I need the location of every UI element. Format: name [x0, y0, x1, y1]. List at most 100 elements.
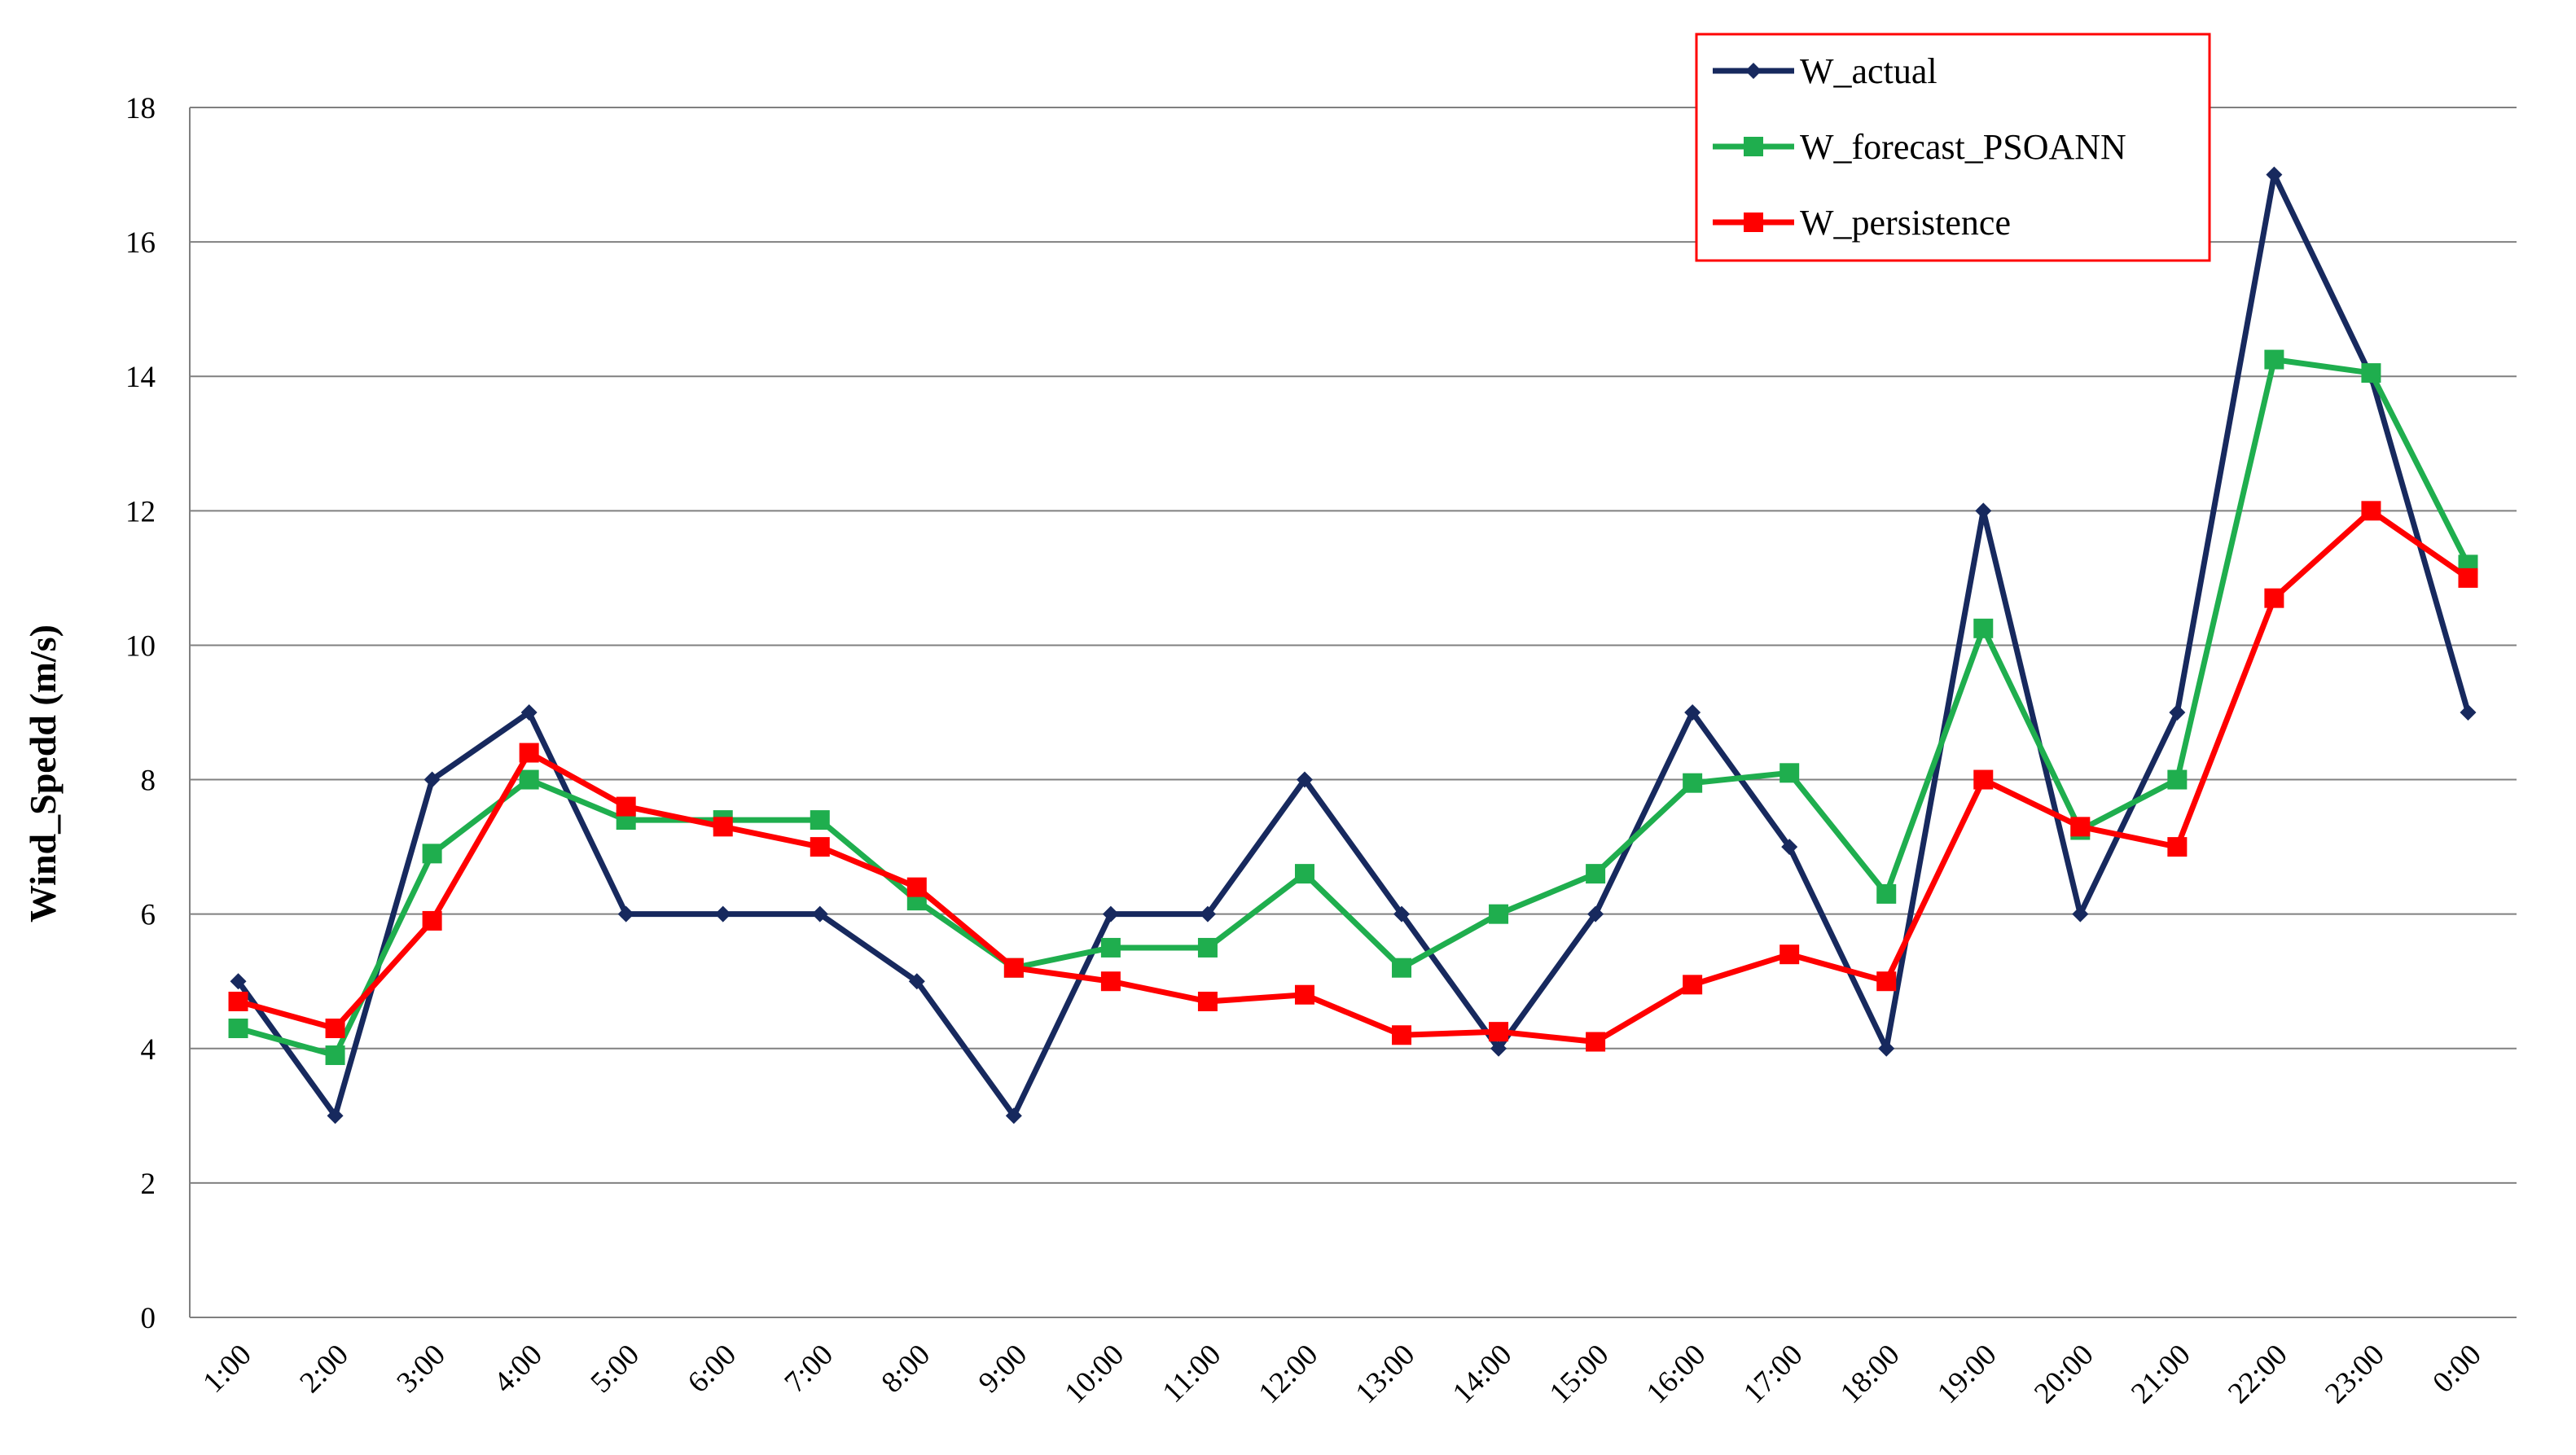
legend-label: W_forecast_PSOANN: [1800, 127, 2126, 167]
x-tick-label: 17:00: [1737, 1338, 1810, 1410]
data-point: [2264, 588, 2284, 608]
legend-item: W_forecast_PSOANN: [1713, 127, 2126, 167]
series-line: [235, 172, 2471, 1119]
x-tick-label: 2:00: [293, 1338, 355, 1400]
data-point: [228, 991, 248, 1011]
data-point: [1489, 904, 1509, 924]
data-point: [520, 704, 538, 721]
x-tick-label: 3:00: [390, 1338, 452, 1400]
legend-item: W_persistence: [1713, 203, 2011, 243]
data-point: [422, 844, 442, 864]
series-layer: [228, 166, 2478, 1124]
data-point: [713, 817, 733, 837]
x-tick-label: 5:00: [585, 1338, 647, 1400]
x-tick-label: 23:00: [2319, 1338, 2391, 1410]
data-point: [422, 910, 442, 931]
data-point: [1973, 769, 1994, 790]
data-point: [1744, 213, 1763, 232]
data-point: [1100, 971, 1121, 992]
data-point: [1780, 944, 1800, 965]
x-tick-label: 18:00: [1834, 1338, 1907, 1410]
y-tick-label: 6: [141, 899, 156, 932]
y-tick-label: 12: [125, 495, 156, 528]
data-point: [1294, 864, 1314, 884]
x-tick-label: 12:00: [1253, 1338, 1325, 1410]
data-point: [1876, 971, 1897, 992]
data-point: [1005, 1107, 1022, 1124]
data-point: [810, 810, 830, 830]
data-point: [228, 1019, 248, 1039]
data-point: [617, 905, 634, 923]
data-point: [325, 1045, 345, 1066]
data-point: [908, 973, 925, 990]
data-point: [1780, 763, 1800, 783]
data-point: [1586, 864, 1606, 884]
legend-label: W_actual: [1800, 51, 1937, 91]
x-tick-label: 20:00: [2028, 1338, 2100, 1410]
x-tick-label: 4:00: [488, 1338, 550, 1400]
y-tick-label: 0: [141, 1302, 156, 1335]
series-line: [237, 357, 2471, 1058]
x-tick-label: 1:00: [196, 1338, 258, 1400]
data-point: [616, 796, 636, 817]
series-W_forecast_PSOANN: [228, 349, 2478, 1066]
data-point: [1975, 502, 1992, 519]
data-point: [906, 877, 927, 897]
series-line: [237, 507, 2470, 1045]
data-point: [1745, 63, 1762, 79]
data-point: [1489, 1022, 1509, 1042]
x-tick-label: 7:00: [779, 1338, 840, 1400]
data-point: [1683, 773, 1703, 793]
x-tick-label: 14:00: [1446, 1338, 1519, 1410]
legend-label: W_persistence: [1800, 203, 2011, 243]
data-point: [1003, 958, 1024, 978]
x-tick-label: 6:00: [682, 1338, 744, 1400]
data-point: [2070, 817, 2091, 837]
data-point: [1100, 937, 1121, 958]
y-tick-label: 8: [141, 765, 156, 798]
y-tick-label: 2: [141, 1168, 156, 1201]
data-point: [327, 1107, 344, 1124]
data-point: [1294, 984, 1314, 1005]
data-point: [2167, 769, 2188, 790]
y-tick-label: 10: [125, 629, 156, 663]
data-point: [230, 973, 247, 990]
data-point: [325, 1019, 345, 1039]
x-tick-label: 8:00: [875, 1338, 937, 1400]
data-point: [1781, 839, 1798, 856]
data-point: [1587, 905, 1604, 923]
data-point: [1490, 1040, 1507, 1057]
x-axis-ticks: 1:00 2:00 3:00 4:00 5:00 6:00 7:00 8:00 9:00 10:0…: [196, 1338, 2487, 1410]
data-point: [2458, 568, 2478, 588]
data-point: [2072, 905, 2089, 923]
data-point: [1102, 905, 1119, 923]
data-point: [519, 769, 539, 790]
data-point: [714, 905, 731, 923]
x-tick-label: 9:00: [972, 1338, 1034, 1400]
data-point: [1744, 137, 1763, 156]
x-tick-label: 11:00: [1156, 1338, 1228, 1409]
y-tick-label: 18: [125, 92, 156, 125]
data-point: [1683, 975, 1703, 995]
data-point: [2167, 837, 2188, 857]
series-W_actual: [230, 166, 2477, 1124]
data-point: [811, 905, 828, 923]
legend: W_actual W_forecast_PSOANN W_persistence: [1695, 33, 2211, 262]
data-point: [2264, 349, 2284, 370]
data-point: [1197, 991, 1218, 1011]
series-W_persistence: [228, 501, 2478, 1052]
data-point: [1973, 618, 1994, 638]
x-tick-label: 15:00: [1543, 1338, 1616, 1410]
data-point: [1199, 905, 1216, 923]
y-axis-title: Wind_Spedd (m/s): [22, 625, 64, 923]
x-tick-label: 0:00: [2426, 1338, 2488, 1400]
x-tick-label: 21:00: [2125, 1338, 2197, 1410]
data-point: [1393, 905, 1411, 923]
legend-item: W_actual: [1713, 51, 1937, 91]
data-point: [810, 837, 830, 857]
data-point: [423, 771, 441, 788]
data-point: [2266, 166, 2283, 183]
data-point: [1878, 1040, 1895, 1057]
gridlines: [189, 107, 2517, 1318]
